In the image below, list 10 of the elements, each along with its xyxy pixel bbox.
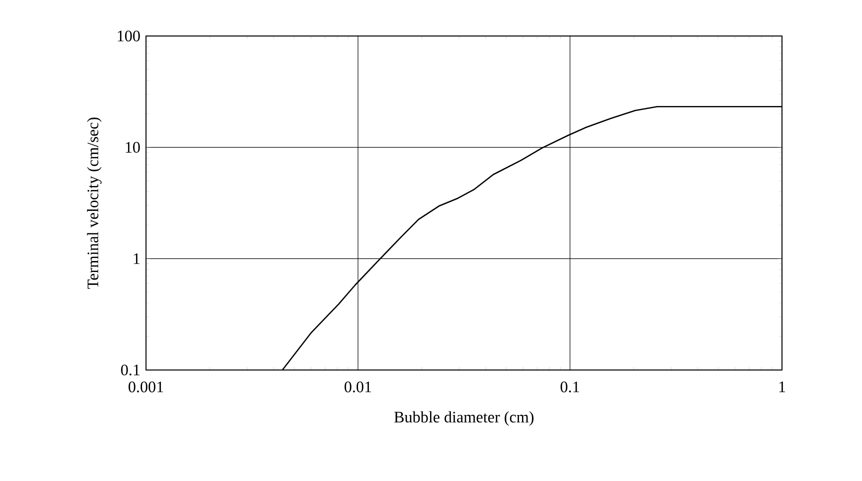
- x-tick-label: 0.1: [560, 382, 580, 392]
- y-tick-label: 0.1: [121, 364, 140, 376]
- y-axis-title: Terminal velocity (cm/sec): [87, 118, 102, 289]
- x-axis-title: Bubble diameter (cm): [394, 411, 534, 426]
- y-tick-label: 10: [126, 142, 140, 153]
- x-tick-label: 0.01: [344, 382, 372, 392]
- y-tick-label: 100: [118, 30, 140, 42]
- y-tick-label: 1: [134, 253, 140, 264]
- x-tick-label: 1: [779, 382, 786, 392]
- x-tick-label: 0.001: [128, 382, 164, 392]
